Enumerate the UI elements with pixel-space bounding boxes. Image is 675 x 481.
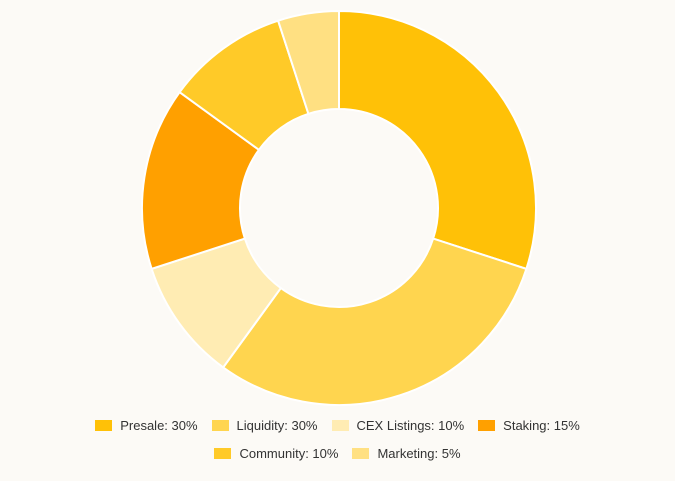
legend-item[interactable]: CEX Listings: 10% <box>331 416 465 434</box>
legend-label: Staking: 15% <box>503 417 580 433</box>
legend-item[interactable]: Marketing: 5% <box>352 444 461 462</box>
donut-slice <box>338 9 537 271</box>
legend-swatch <box>95 419 113 431</box>
legend-label: Marketing: 5% <box>377 445 461 461</box>
donut-slice <box>221 237 528 406</box>
legend-swatch <box>214 447 232 459</box>
legend-label: Liquidity: 30% <box>236 417 318 433</box>
legend-swatch <box>478 419 496 431</box>
donut-slice <box>276 9 340 116</box>
legend: Presale: 30% Liquidity: 30% CEX Listings: … <box>40 416 635 462</box>
legend-item[interactable]: Community: 10% <box>214 444 338 462</box>
legend-label: Presale: 30% <box>120 417 198 433</box>
legend-label: Community: 10% <box>239 445 339 461</box>
chart <box>141 9 537 406</box>
legend-swatch <box>211 419 229 431</box>
legend-label: CEX Listings: 10% <box>356 417 465 433</box>
legend-swatch <box>331 419 349 431</box>
legend-swatch <box>352 447 370 459</box>
legend-item[interactable]: Presale: 30% <box>95 416 198 434</box>
legend-item[interactable]: Staking: 15% <box>478 416 580 434</box>
legend-item[interactable]: Liquidity: 30% <box>211 416 318 434</box>
